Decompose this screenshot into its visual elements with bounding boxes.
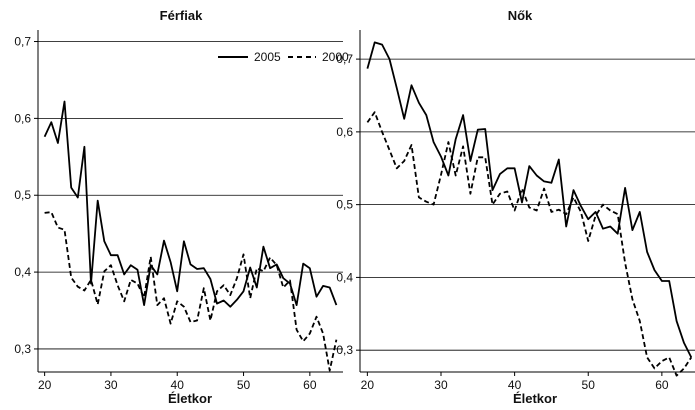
chart-panel-ferfiak: Férfiak 0,3 0,4 0,5 0,6 0,7 20 30 40 50 60 2005 … (14, 8, 349, 406)
x-tick-label: 30 (434, 378, 448, 392)
y-tick-label: 0,7 (336, 52, 353, 66)
legend: 2005 2000 (218, 50, 349, 64)
x-tick-label: 40 (171, 378, 185, 392)
y-tick-label: 0,4 (336, 270, 353, 284)
y-tick-label: 0,5 (336, 198, 353, 212)
series-group (366, 41, 693, 377)
y-tick-label: 0,4 (14, 265, 31, 279)
series-line-2005 (366, 41, 693, 358)
chart-title: Nők (508, 8, 533, 23)
y-tick-label: 0,7 (14, 35, 31, 49)
x-tick-label: 60 (655, 378, 669, 392)
legend-label-2000: 2000 (322, 50, 349, 64)
gridlines (38, 41, 343, 350)
chart-title: Férfiak (160, 8, 203, 23)
x-tick-label: 30 (104, 378, 118, 392)
x-tick-label: 20 (38, 378, 52, 392)
x-tick-label: 20 (361, 378, 375, 392)
series-line-2000 (366, 111, 693, 377)
legend-label-2005: 2005 (254, 50, 281, 64)
x-ticks: 20 30 40 50 60 (38, 372, 317, 392)
y-tick-label: 0,3 (336, 343, 353, 357)
series-group (43, 100, 338, 372)
x-axis-label: Életkor (168, 391, 212, 406)
x-tick-label: 50 (237, 378, 251, 392)
series-line-2005 (43, 100, 338, 308)
x-tick-label: 40 (508, 378, 522, 392)
y-tick-label: 0,3 (14, 342, 31, 356)
x-ticks: 20 30 40 50 60 (361, 372, 669, 392)
x-axis-label: Életkor (513, 391, 557, 406)
y-ticks: 0,3 0,4 0,5 0,6 0,7 (14, 35, 38, 356)
y-tick-label: 0,6 (336, 125, 353, 139)
chart-panel-nok: Nők 0,3 0,4 0,5 0,6 0,7 20 30 40 50 60 Életkor (336, 8, 695, 406)
x-tick-label: 50 (582, 378, 596, 392)
y-tick-label: 0,6 (14, 111, 31, 125)
x-tick-label: 60 (303, 378, 317, 392)
y-tick-label: 0,5 (14, 188, 31, 202)
y-ticks: 0,3 0,4 0,5 0,6 0,7 (336, 52, 360, 357)
